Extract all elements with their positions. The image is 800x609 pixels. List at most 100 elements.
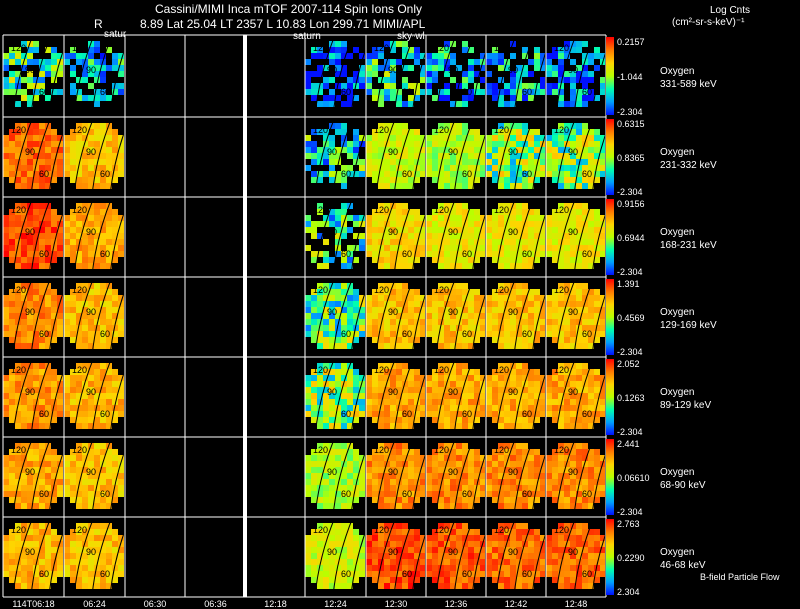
contour-label: 120 [374,445,389,455]
contour-label: 60 [522,569,532,579]
panel-r3-c5: 120 90 60 [305,277,365,356]
contour-label: 120 [434,365,449,375]
time-tick-label: 12:24 [324,599,347,609]
contour-label: 90 [508,547,518,557]
contour-label: 120 [434,205,449,215]
contour-label: 120 [374,125,389,135]
contour-label: 120 [72,205,87,215]
contour-label: 60 [462,87,472,97]
contour-label: 120 [434,43,449,53]
species-label: Oxygen [660,387,694,398]
contour-label: 60 [402,169,412,179]
contour-label: 90 [25,147,35,157]
panel-r4-c9: 120 90 60 [546,357,605,436]
colorbar-min-label: -2.304 [617,427,643,437]
contour-label: 120 [72,43,87,53]
panel-r4-c8: 120 90 60 [486,357,545,436]
contour-label: 90 [25,467,35,477]
panel-r4-c5: 120 90 60 [305,357,365,436]
contour-label: 60 [341,569,351,579]
contour-label: 120 [72,125,87,135]
contour-label: 60 [522,329,532,339]
panel-r1-c6: 120 90 60 [366,117,425,196]
contour-label: 60 [39,249,49,259]
panel-r6-c0: 120 90 60 [3,517,63,596]
contour-label: 60 [582,249,592,259]
contour-label: 60 [462,329,472,339]
colorbar-max-label: 2.052 [617,359,640,369]
energy-label: 168-231 keV [660,240,717,251]
contour-label: 120 [434,285,449,295]
contour-label: 90 [388,387,398,397]
panel-r1-c1: 120 90 60 [64,117,124,196]
figure-title: Cassini/MIMI Inca mTOF 2007-114 Spin Ion… [155,2,422,16]
species-label: Oxygen [660,547,694,558]
time-tick-label: 114T06:18 [12,599,54,609]
contour-label: 90 [86,307,96,317]
contour-label: 90 [388,307,398,317]
contour-label: 90 [388,65,398,75]
contour-label: 90 [86,387,96,397]
panel-r6-c7: 120 90 60 [426,517,485,596]
contour-label: 90 [25,65,35,75]
contour-label: 90 [327,467,337,477]
species-label: Oxygen [660,307,694,318]
panel-r4-c7: 120 90 60 [426,357,485,436]
contour-label: 60 [100,569,110,579]
contour-label: 60 [39,489,49,499]
contour-label: 90 [388,227,398,237]
colorbar-min-label: -2.304 [617,187,643,197]
contour-label: 60 [402,249,412,259]
colorbar [606,439,614,515]
time-tick-label: 06:30 [144,599,167,609]
colorbar [606,519,614,595]
panel-r2-c7: 120 90 60 [426,197,485,276]
contour-label: 90 [508,65,518,75]
panel-r2-c9: 120 90 60 [546,197,605,276]
contour-label: 90 [86,467,96,477]
marker-saturn: saturn [293,31,321,42]
contour-label: 60 [582,489,592,499]
panel-r2-c1: 120 90 60 [64,197,124,276]
colorbar-min-label: -2.304 [617,507,643,517]
contour-label: 60 [582,169,592,179]
energy-label: 89-129 keV [660,400,711,411]
contour-label: 60 [522,489,532,499]
colorbar [606,37,614,115]
contour-label: 60 [100,87,110,97]
contour-label: 90 [86,65,96,75]
contour-label: 120 [72,285,87,295]
time-tick-label: 06:36 [204,599,227,609]
panel-r3-c1: 120 90 60 [64,277,124,356]
units-label: (cm²-sr-s-keV)⁻¹ [672,17,745,28]
contour-label: 90 [327,147,337,157]
contour-label: 120 [554,43,569,53]
panel-r6-c6: 120 90 60 [366,517,425,596]
species-label: Oxygen [660,467,694,478]
colorbar-max-label: 0.6315 [617,119,645,129]
contour-label: 120 [554,525,569,535]
energy-label: 68-90 keV [660,480,706,491]
contour-label: 60 [341,489,351,499]
panel-r3-c7: 120 90 60 [426,277,485,356]
units-title: Log Cnts [710,5,751,16]
contour-label: 60 [402,569,412,579]
contour-label: 120 [313,125,328,135]
time-tick-label: 12:18 [264,599,287,609]
contour-label: 120 [554,445,569,455]
panel-r1-c9: 120 90 60 [546,117,605,196]
contour-label: 120 [313,205,328,215]
contour-label: 120 [11,43,26,53]
contour-label: 120 [434,445,449,455]
contour-label: 120 [72,445,87,455]
contour-label: 120 [494,125,509,135]
colorbar-max-label: 2.441 [617,439,640,449]
time-tick-label: 06:24 [83,599,106,609]
contour-label: 60 [39,569,49,579]
contour-label: 60 [341,87,351,97]
contour-label: 90 [508,147,518,157]
contour-label: 60 [39,409,49,419]
contour-label: 90 [568,147,578,157]
contour-label: 120 [494,43,509,53]
colorbar [606,359,614,435]
